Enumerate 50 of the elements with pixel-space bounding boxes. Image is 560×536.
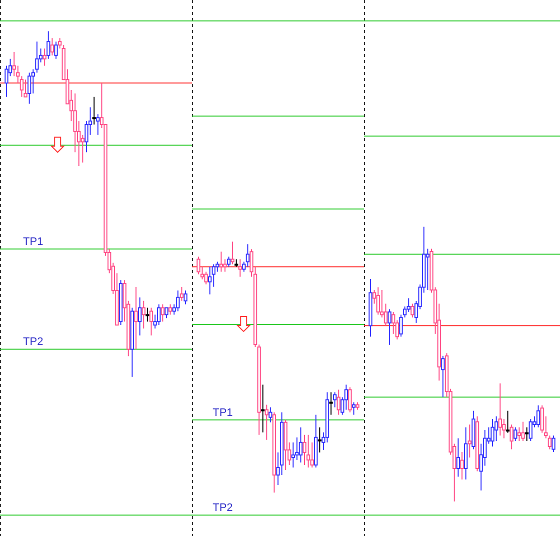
candlestick (219, 251, 224, 272)
candlestick (336, 389, 340, 416)
candlestick (388, 308, 392, 346)
candlestick (238, 258, 242, 278)
candlestick (46, 30, 50, 60)
candlestick (517, 426, 522, 442)
candlestick (498, 382, 502, 436)
candlestick (521, 421, 525, 442)
candlestick (456, 438, 460, 478)
candlestick (348, 386, 352, 413)
candlestick (410, 303, 414, 318)
candlestick (92, 96, 96, 126)
candlestick (157, 304, 161, 326)
candlestick (426, 248, 430, 290)
candlestick (552, 435, 556, 453)
candlestick (138, 296, 142, 336)
candlestick (160, 304, 164, 322)
candlestick (490, 418, 494, 448)
candlestick (376, 286, 380, 316)
candlestick (302, 434, 306, 466)
candlestick (50, 38, 54, 56)
candlestick (176, 290, 180, 312)
candlestick (149, 307, 154, 336)
ref-line-label: TP1 (212, 406, 233, 419)
candlestick (142, 300, 146, 329)
candlestick (514, 426, 518, 442)
candlestick (298, 426, 303, 463)
candlestick (134, 286, 138, 350)
candlestick (96, 114, 100, 136)
candlestick (510, 424, 514, 450)
ref-line-label: TP2 (212, 502, 233, 514)
candlestick (528, 418, 532, 442)
ref-line-label: TP2 (23, 336, 44, 348)
candlestick (536, 404, 540, 428)
candlestick (230, 241, 234, 265)
candlestick (146, 307, 150, 322)
candlestick (28, 72, 32, 104)
candlestick (164, 307, 168, 319)
candlestick (306, 434, 310, 468)
candlestick (226, 256, 231, 268)
candlestick (168, 304, 172, 316)
candlestick (184, 290, 188, 305)
candlestick (208, 266, 212, 295)
ref-line-label: TP1 (23, 236, 44, 248)
candlestick (291, 442, 295, 468)
candlestick (54, 41, 58, 60)
candlestick (332, 392, 337, 408)
candlestick (264, 404, 268, 440)
candlestick (223, 258, 227, 272)
candlestick (24, 79, 28, 98)
